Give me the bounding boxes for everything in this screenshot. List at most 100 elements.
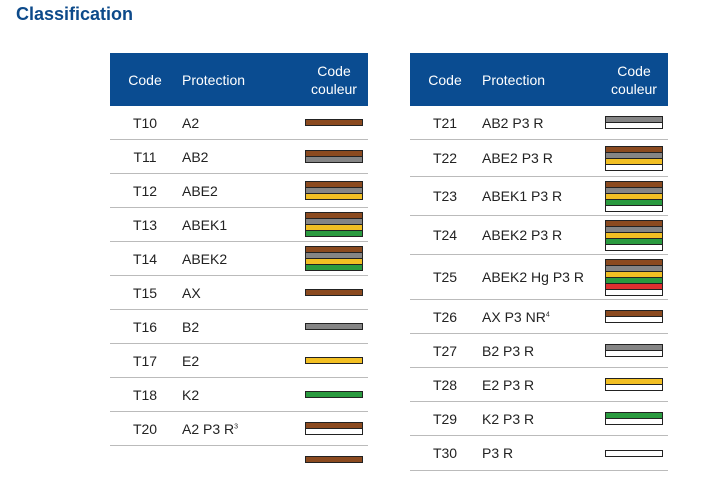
color-swatch	[605, 344, 663, 357]
color-swatch	[305, 323, 363, 330]
table-row: T22 ABE2 P3 R	[410, 140, 668, 177]
color-code-cell	[300, 181, 368, 200]
protection-text: A2	[182, 114, 200, 131]
code-cell: T17	[132, 352, 158, 369]
stripe-grey	[306, 219, 362, 225]
protection-cell: AX P3 NR4	[480, 309, 600, 325]
color-swatch	[305, 422, 363, 435]
stripe-white	[606, 385, 662, 390]
code-cell: T25	[432, 269, 458, 285]
color-swatch	[305, 150, 363, 163]
code-cell: T14	[132, 250, 158, 267]
protection-text: AX	[182, 284, 201, 301]
code-cell: T15	[132, 284, 158, 301]
protection-text: ABE2 P3 R	[482, 150, 553, 166]
table-row: T14 ABEK2	[110, 242, 368, 276]
stripe-yellow	[306, 225, 362, 231]
table-row: T16 B2	[110, 310, 368, 344]
color-code-cell	[300, 391, 368, 398]
table-row: T11 AB2	[110, 140, 368, 174]
color-swatch	[305, 181, 363, 200]
stripe-green	[606, 277, 662, 284]
stripe-green	[606, 199, 662, 206]
color-code-cell	[300, 119, 368, 126]
stripe-green	[306, 231, 362, 236]
protection-cell: B2 P3 R	[480, 343, 600, 359]
protection-text: B2	[182, 318, 200, 335]
color-code-cell	[300, 323, 368, 330]
stripe-green	[606, 413, 662, 419]
protection-text: AB2	[182, 148, 209, 165]
stripe-grey	[606, 226, 662, 233]
protection-cell: ABEK2 Hg P3 R	[480, 269, 600, 285]
color-code-cell	[600, 449, 668, 457]
color-code-cell	[600, 116, 668, 129]
footnote-mark: 4	[545, 310, 550, 318]
color-code-cell	[300, 357, 368, 364]
color-swatch	[305, 289, 363, 296]
color-code-cell	[600, 344, 668, 357]
stripe-brown	[306, 290, 362, 295]
table-row: T27 B2 P3 R	[410, 334, 668, 368]
stripe-brown	[606, 181, 662, 188]
code-cell: T21	[432, 114, 458, 131]
color-code-cell	[600, 180, 668, 212]
stripe-brown	[606, 311, 662, 317]
protection-text: ABEK1	[182, 216, 228, 233]
color-swatch	[305, 455, 363, 463]
table-row: T17 E2	[110, 344, 368, 378]
stripe-yellow	[306, 259, 362, 265]
footnote-mark: 3	[234, 422, 239, 430]
color-code-cell	[300, 455, 368, 463]
stripe-grey	[606, 187, 662, 194]
color-code-cell	[300, 150, 368, 163]
table-row: T25 ABEK2 Hg P3 R	[410, 255, 668, 300]
code-cell: T16	[132, 318, 158, 335]
stripe-grey	[306, 253, 362, 259]
protection-cell: A2 P3 R3	[180, 421, 300, 437]
protection-text: B2 P3 R	[482, 342, 535, 359]
protection-text: ABEK2 Hg P3 R	[482, 269, 584, 285]
stripe-brown	[306, 456, 362, 462]
stripe-brown	[606, 146, 662, 153]
protection-text: K2 P3 R	[482, 410, 535, 427]
protection-text: E2	[182, 352, 200, 369]
protection-cell: AB2	[180, 149, 300, 165]
protection-text: K2	[182, 386, 200, 403]
color-swatch	[305, 357, 363, 364]
table-header: Code Protection Code couleur	[110, 53, 368, 106]
protection-cell: K2 P3 R	[480, 411, 600, 427]
protection-cell: ABEK1 P3 R	[480, 188, 600, 204]
stripe-brown	[606, 259, 662, 266]
stripe-yellow	[606, 232, 662, 239]
stripe-brown	[306, 151, 362, 157]
stripe-white	[606, 164, 662, 170]
stripe-white	[306, 429, 362, 434]
stripe-grey	[306, 324, 362, 329]
color-code-cell	[600, 258, 668, 296]
stripe-grey	[606, 117, 662, 123]
table-row: T30 P3 R	[410, 436, 668, 471]
stripe-white	[606, 419, 662, 424]
color-swatch	[605, 116, 663, 129]
color-code-cell	[300, 422, 368, 435]
code-cell: T11	[133, 148, 157, 165]
color-swatch	[605, 180, 663, 212]
color-code-cell	[600, 145, 668, 171]
color-swatch	[605, 219, 663, 251]
color-code-cell	[600, 219, 668, 251]
code-cell: T30	[432, 445, 458, 461]
protection-cell: A2	[180, 115, 300, 131]
table-row: T21 AB2 P3 R	[410, 106, 668, 140]
stripe-white	[606, 450, 662, 456]
color-swatch	[305, 391, 363, 398]
stripe-yellow	[306, 358, 362, 363]
stripe-grey	[306, 157, 362, 162]
stripe-green	[306, 392, 362, 397]
color-swatch	[305, 119, 363, 126]
table-row: T18 K2	[110, 378, 368, 412]
code-cell: T10	[132, 114, 158, 131]
color-code-cell	[600, 378, 668, 391]
stripe-white	[606, 244, 662, 250]
protection-text: ABEK1 P3 R	[482, 188, 563, 204]
